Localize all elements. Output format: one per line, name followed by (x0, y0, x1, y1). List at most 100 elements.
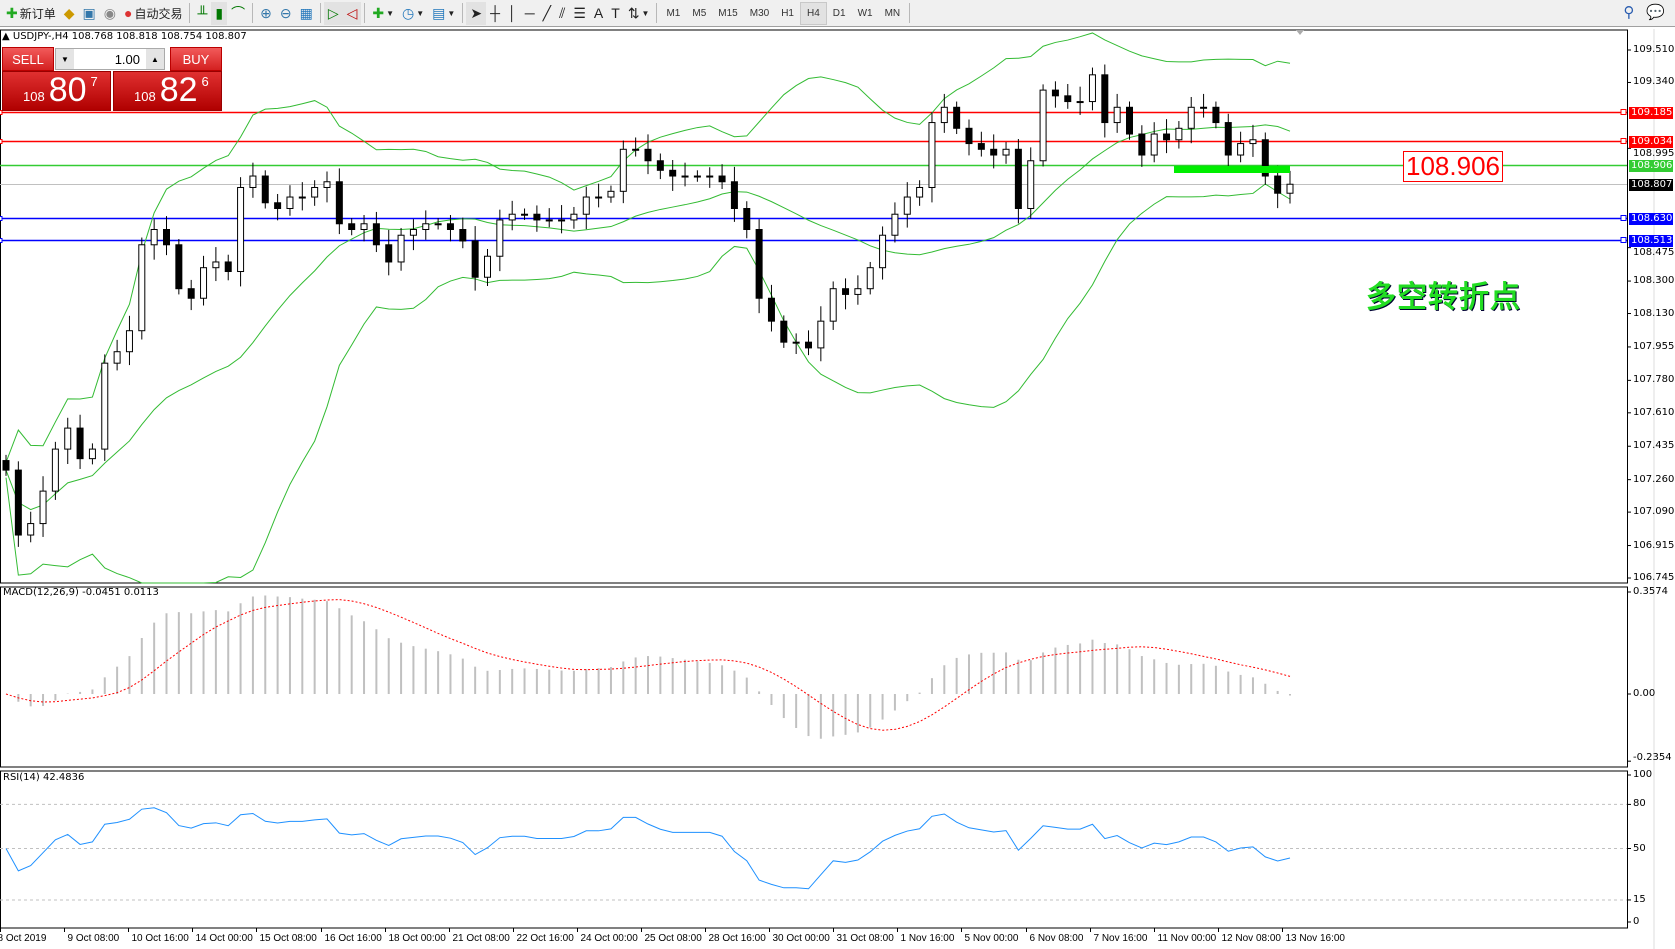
buy-price[interactable]: 108 82 6 (113, 71, 222, 111)
candle-body (829, 288, 837, 322)
price-axis-label: 109.510 (1633, 44, 1675, 55)
periods-button[interactable]: ◷ ▼ (398, 2, 428, 25)
lots-decrease-button[interactable]: ▼ (56, 49, 74, 69)
rsi-axis-label: 50 (1633, 842, 1646, 854)
candle-chart-button[interactable]: ▮ (211, 1, 228, 25)
candle-body (113, 351, 121, 364)
candle-body (1286, 183, 1294, 194)
candle-body (570, 213, 578, 221)
templates-button[interactable]: ▤ ▼ (428, 2, 459, 25)
sell-price[interactable]: 108 80 7 (2, 71, 111, 111)
indicators-icon: ✚ (372, 5, 385, 21)
lots-stepper[interactable]: ▼ 1.00 ▲ (55, 48, 165, 70)
price-annotation[interactable]: 108.906 (1403, 151, 1503, 182)
auto-trading-button[interactable]: ● 自动交易 (123, 5, 183, 21)
arrows-button[interactable]: ⇅ ▼ (624, 2, 654, 25)
level-handle (1620, 215, 1627, 221)
text-button[interactable]: A (590, 2, 607, 25)
candle-body (582, 196, 590, 215)
bar-chart-icon: ╨ (197, 5, 208, 21)
lots-input[interactable]: 1.00 (114, 51, 140, 67)
candle-body (1224, 122, 1232, 156)
turning-point-annotation[interactable]: 多空转折点 (1366, 281, 1521, 314)
indicators-button[interactable]: ✚ ▼ (368, 2, 398, 25)
rsi-axis-label: 0 (1633, 916, 1640, 927)
dropdown-arrow-icon: ▼ (416, 8, 425, 18)
level-handle (0, 238, 3, 243)
fibonacci-button[interactable]: ☰ (569, 2, 590, 25)
bar-chart-button[interactable]: ╨ (193, 2, 211, 25)
price-axis-label: 106.745 (1633, 572, 1675, 583)
terminal-button[interactable]: ▣ (79, 2, 100, 25)
time-axis-label: 31 Oct 08:00 (836, 933, 894, 944)
horizontal-line-button[interactable]: ─ (521, 2, 539, 25)
line-chart-button[interactable]: ⌒ (227, 2, 249, 25)
candle-body (200, 267, 208, 299)
auto-scroll-button[interactable]: ▷ (323, 1, 343, 25)
navigator-button[interactable]: ◆ (60, 2, 79, 25)
main-pane-frame (0, 29, 1628, 584)
candle-body (656, 160, 664, 171)
chat-icon[interactable]: 💬 (1646, 4, 1665, 21)
level-price-tag: 108.630 (1629, 213, 1673, 225)
candle-body (1039, 89, 1047, 162)
candle-body (879, 234, 887, 269)
tile-icon: ▦ (299, 5, 313, 21)
price-axis-label: 107.260 (1633, 474, 1675, 485)
fibonacci-icon: ☰ (573, 5, 586, 21)
candle-body (2, 460, 10, 471)
time-axis-label: 21 Oct 08:00 (452, 933, 510, 944)
macd-label: MACD(12,26,9) -0.0451 0.0113 (3, 587, 159, 598)
timeframe-mn[interactable]: MN (884, 7, 901, 19)
candle-body (533, 213, 541, 221)
zoom-out-icon: ⊖ (279, 5, 292, 21)
search-icon[interactable]: ⚲ (1623, 4, 1635, 21)
timeframe-h1[interactable]: H1 (781, 7, 794, 19)
candle-body (595, 196, 603, 199)
timeframe-m5[interactable]: M5 (692, 7, 707, 19)
clock-icon: ◷ (402, 5, 415, 21)
cursor-icon: ➤ (470, 5, 483, 21)
template-icon: ▤ (432, 5, 446, 21)
text-label-button[interactable]: T (607, 2, 624, 25)
cursor-button[interactable]: ➤ (466, 1, 487, 25)
candle-body (681, 175, 689, 178)
timeframe-m1[interactable]: M1 (666, 7, 681, 19)
timeframe-m15[interactable]: M15 (718, 7, 738, 19)
candle-body (397, 234, 405, 263)
equidistant-channel-button[interactable]: ⫽ (555, 2, 569, 25)
chart-header: ▲ USDJPY-,H4 108.768 108.818 108.754 108… (2, 31, 247, 42)
candle-body (311, 186, 319, 198)
new-order-icon: ✚ (6, 5, 18, 21)
trendline-button[interactable]: ╱ (539, 2, 555, 25)
timeframe-m30[interactable]: M30 (749, 7, 770, 19)
timeframe-w1[interactable]: W1 (857, 7, 873, 19)
zoom-out-button[interactable]: ⊖ (276, 2, 296, 25)
bollinger-middle-band (5, 124, 1291, 511)
timeframe-h4[interactable]: H4 (799, 1, 827, 25)
lots-increase-button[interactable]: ▲ (146, 49, 164, 69)
timeframe-d1[interactable]: D1 (832, 7, 846, 19)
buy-button[interactable]: BUY (170, 47, 222, 71)
crosshair-button[interactable]: ┼ (486, 2, 504, 25)
rsi-label: RSI(14) 42.4836 (3, 772, 85, 783)
sell-button[interactable]: SELL (2, 47, 54, 71)
tile-windows-button[interactable]: ▦ (296, 2, 317, 25)
vertical-line-button[interactable]: │ (504, 2, 521, 25)
zoom-in-button[interactable]: ⊕ (256, 2, 276, 25)
signals-button[interactable]: ◉ (100, 2, 120, 25)
divider (364, 3, 366, 23)
macd-pane-frame (0, 586, 1628, 768)
candle-body (644, 148, 652, 162)
candle-body (718, 175, 726, 183)
time-axis-label: 11 Nov 00:00 (1157, 933, 1217, 944)
candle-body (298, 196, 306, 199)
candle-body (1212, 106, 1220, 124)
zoom-in-icon: ⊕ (260, 5, 272, 21)
time-axis-label: 9 Oct 08:00 (67, 933, 120, 944)
chart-shift-button[interactable]: ◁ (342, 1, 362, 25)
level-handle (1620, 109, 1627, 115)
time-axis-label: 8 Oct 2019 (0, 933, 47, 944)
new-order-button[interactable]: ✚ 新订单 (6, 5, 56, 21)
